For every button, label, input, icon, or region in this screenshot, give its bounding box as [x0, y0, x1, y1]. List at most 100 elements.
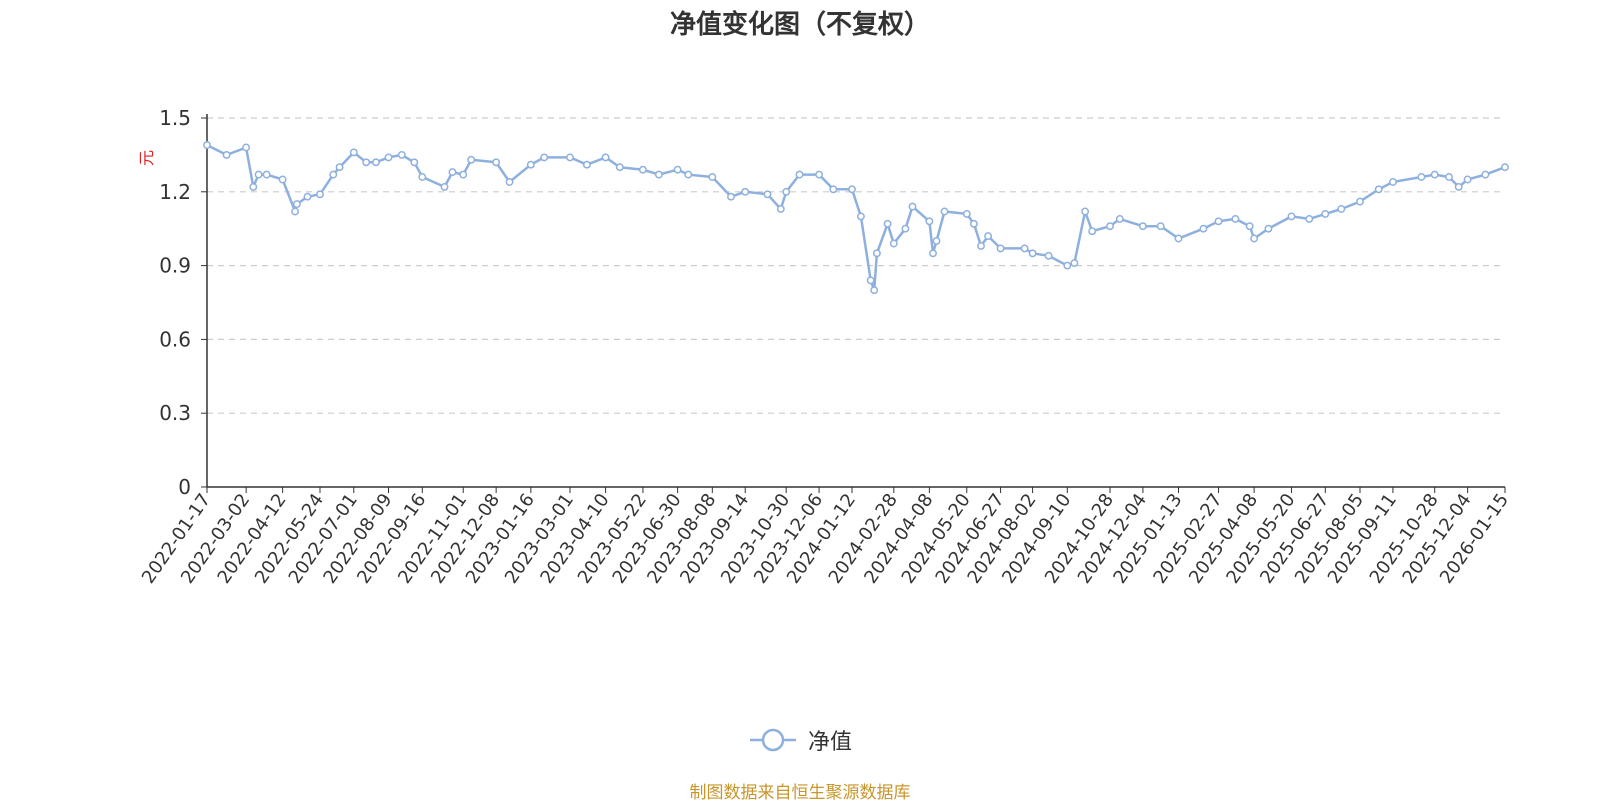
- data-point: [1199, 224, 1208, 233]
- data-point: [1337, 205, 1346, 213]
- data-point: [1445, 173, 1453, 181]
- series-layer: [203, 141, 1509, 295]
- data-point: [1287, 212, 1296, 221]
- data-point: [1430, 170, 1439, 179]
- data-point: [1463, 175, 1472, 184]
- data-point: [829, 185, 838, 194]
- data-point: [684, 170, 693, 179]
- y-tick-label: 0.6: [159, 327, 191, 351]
- data-point: [795, 170, 804, 179]
- data-point: [582, 160, 591, 169]
- x-axis-ticks: 2022-01-172022-03-022022-04-122022-05-24…: [138, 487, 1513, 588]
- data-point: [335, 163, 344, 172]
- data-point: [929, 249, 937, 258]
- data-point: [708, 173, 717, 181]
- legend-label: 净值: [807, 730, 852, 755]
- data-point: [856, 212, 865, 221]
- data-point: [1356, 197, 1364, 206]
- data-point: [292, 200, 301, 209]
- data-point: [418, 173, 427, 181]
- data-point: [908, 202, 917, 211]
- data-point: [776, 205, 785, 213]
- data-point: [303, 192, 312, 201]
- y-tick-label: 1.2: [159, 180, 191, 204]
- data-point: [872, 249, 881, 258]
- data-point: [870, 286, 879, 295]
- data-point: [932, 237, 941, 245]
- data-point: [254, 170, 263, 179]
- data-point: [203, 141, 211, 150]
- data-point: [977, 241, 985, 250]
- data-point: [962, 209, 971, 218]
- y-tick-label: 1.5: [159, 106, 191, 130]
- data-point: [741, 187, 750, 196]
- data-point: [1138, 222, 1147, 231]
- legend[interactable]: 净值: [0, 724, 1600, 756]
- data-point: [1028, 249, 1037, 258]
- data-point: [349, 148, 358, 157]
- data-point: [384, 153, 393, 162]
- source-note: 制图数据来自恒生聚源数据库: [689, 783, 911, 803]
- data-point: [1388, 178, 1397, 186]
- data-point: [1088, 227, 1097, 236]
- data-point: [362, 158, 371, 167]
- data-point: [262, 170, 271, 179]
- data-point: [1305, 214, 1314, 223]
- data-point: [727, 192, 735, 201]
- legend-line-marker-icon: [749, 728, 796, 752]
- data-point: [540, 153, 549, 162]
- data-point: [242, 143, 251, 152]
- data-point: [615, 163, 624, 172]
- data-point: [1321, 209, 1330, 218]
- data-point: [1417, 173, 1426, 181]
- data-point: [1156, 222, 1165, 231]
- data-point: [763, 190, 772, 199]
- data-point: [601, 153, 610, 162]
- data-point: [940, 207, 949, 216]
- data-point: [654, 170, 663, 179]
- data-point: [1115, 214, 1124, 223]
- data-point: [1070, 259, 1079, 268]
- data-point: [1374, 185, 1383, 194]
- data-point: [372, 158, 380, 167]
- data-point: [848, 185, 856, 194]
- data-point: [1044, 251, 1053, 260]
- data-point: [566, 153, 574, 162]
- data-point: [249, 182, 258, 191]
- data-point: [526, 160, 535, 169]
- y-axis-title: 元: [137, 150, 156, 166]
- data-point: [1214, 217, 1223, 226]
- data-point: [673, 165, 682, 174]
- data-point: [883, 219, 892, 228]
- data-point: [459, 170, 468, 179]
- data-point: [1063, 261, 1072, 270]
- data-point: [1481, 170, 1490, 179]
- data-point: [467, 155, 476, 164]
- data-point: [889, 239, 898, 248]
- data-point: [410, 158, 419, 167]
- data-point: [1501, 163, 1509, 172]
- y-tick-label: 0.9: [159, 254, 191, 278]
- grid-lines: [207, 117, 1500, 414]
- data-point: [782, 187, 791, 196]
- data-point: [397, 150, 406, 159]
- data-point: [505, 178, 514, 186]
- y-tick-label: 0: [178, 475, 191, 499]
- data-point: [1174, 234, 1183, 243]
- data-point: [901, 224, 910, 233]
- data-point: [329, 170, 338, 179]
- chart-title: 净值变化图（不复权）: [669, 10, 930, 40]
- data-point: [440, 182, 449, 191]
- axes: [206, 114, 1505, 488]
- data-point: [925, 217, 934, 226]
- data-point: [1250, 234, 1259, 243]
- data-point: [1245, 222, 1254, 231]
- data-point: [278, 175, 287, 184]
- data-point: [1106, 222, 1114, 231]
- data-point: [815, 170, 824, 179]
- y-axis-ticks: 0 0.3 0.6 0.9 1.2 1.5: [159, 106, 207, 499]
- data-point: [291, 207, 300, 216]
- data-point: [996, 244, 1005, 253]
- data-point: [1081, 207, 1090, 216]
